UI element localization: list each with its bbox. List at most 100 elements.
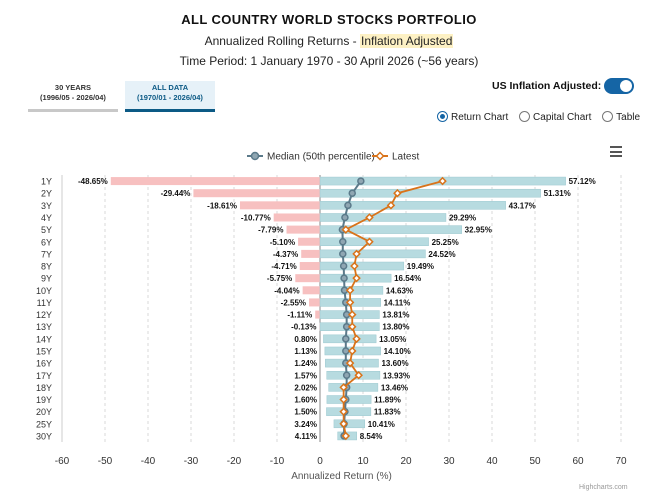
y-tick-label: 18Y <box>36 383 52 393</box>
min-data-label: -4.37% <box>273 250 298 259</box>
median-point <box>341 213 349 222</box>
hamburger-menu-icon[interactable] <box>610 146 622 160</box>
latest-point <box>345 286 355 295</box>
max-data-label: 8.54% <box>360 432 383 441</box>
max-data-label: 29.29% <box>449 213 476 222</box>
positive-bar <box>319 261 405 271</box>
tab-all-data[interactable]: ALL DATA (1970/01 - 2026/04) <box>125 81 215 112</box>
toggle-knob <box>620 80 632 92</box>
median-point <box>342 347 350 355</box>
tab-30-years[interactable]: 30 YEARS (1996/05 - 2026/04) <box>28 81 118 112</box>
latest-point <box>341 225 351 234</box>
positive-bar <box>319 201 506 210</box>
radio-capital-chart[interactable]: Capital Chart <box>519 111 591 123</box>
median-line <box>341 180 362 436</box>
latest-point <box>352 334 361 344</box>
latest-point <box>339 407 348 416</box>
median-point <box>339 238 347 246</box>
latest-point <box>339 419 348 429</box>
max-data-label: 14.63% <box>386 286 413 295</box>
max-data-label: 13.81% <box>382 311 409 320</box>
radio-unselected-icon <box>519 111 531 122</box>
negative-bar <box>239 201 320 210</box>
positive-bar <box>323 334 377 344</box>
min-data-label: -4.04% <box>274 286 299 295</box>
min-data-label: 1.60% <box>294 396 317 405</box>
latest-point <box>438 176 447 186</box>
min-data-label: -0.13% <box>291 323 316 332</box>
chart-title: ALL COUNTRY WORLD STOCKS PORTFOLIO <box>181 12 477 27</box>
x-tick-label: 20 <box>400 456 412 467</box>
y-tick-label: 16Y <box>36 359 52 369</box>
subtitle-prefix: Annualized Rolling Returns - <box>204 34 360 48</box>
y-tick-label: 5Y <box>41 225 52 235</box>
positive-bar <box>319 188 541 198</box>
latest-point <box>365 237 374 247</box>
tab-all-data-label: ALL DATA <box>151 83 189 92</box>
legend-latest-label: Latest <box>392 152 419 163</box>
latest-point <box>341 431 351 441</box>
x-tick-label: 50 <box>529 456 541 467</box>
y-tick-label: 8Y <box>41 262 52 272</box>
max-data-label: 43.17% <box>509 201 536 210</box>
max-data-label: 24.52% <box>428 250 455 259</box>
tab-30-years-range: (1996/05 - 2026/04) <box>40 93 106 102</box>
max-data-label: 13.60% <box>381 359 408 368</box>
y-tick-label: 30Y <box>36 431 52 441</box>
chart-subtitle: Annualized Rolling Returns - Inflation A… <box>0 34 658 48</box>
highcharts-credit[interactable]: Highcharts.com <box>579 484 628 491</box>
negative-bar <box>295 274 320 283</box>
negative-bar <box>302 286 320 295</box>
latest-point <box>339 383 348 392</box>
negative-bar <box>298 237 320 246</box>
legend-latest-marker <box>375 151 385 161</box>
negative-bar <box>309 298 320 307</box>
legend-median-marker <box>250 151 260 161</box>
y-tick-label: 15Y <box>36 346 52 356</box>
min-data-label: 2.02% <box>294 383 317 392</box>
median-point <box>340 274 348 282</box>
positive-bar <box>326 370 381 380</box>
latest-point <box>345 358 355 368</box>
negative-bar <box>319 322 320 331</box>
max-data-label: 13.93% <box>383 371 410 380</box>
positive-bar <box>319 237 429 247</box>
latest-point <box>347 310 357 319</box>
min-data-label: -4.71% <box>271 262 296 271</box>
latest-point <box>393 188 402 198</box>
view-options: Return Chart Capital Chart Table <box>437 111 648 123</box>
y-tick-label: 14Y <box>36 334 52 344</box>
subtitle-highlight: Inflation Adjusted <box>360 34 454 48</box>
y-tick-label: 19Y <box>36 395 52 405</box>
y-tick-label: 25Y <box>36 419 52 429</box>
inflation-toggle[interactable] <box>604 78 634 94</box>
y-tick-label: 7Y <box>41 249 52 259</box>
y-tick-label: 3Y <box>41 201 52 211</box>
max-data-label: 13.80% <box>382 323 409 332</box>
min-data-label: -29.44% <box>161 189 191 198</box>
positive-bar <box>319 249 426 259</box>
latest-point <box>347 322 357 331</box>
y-tick-label: 13Y <box>36 322 52 332</box>
negative-bar <box>273 213 320 222</box>
min-data-label: -2.55% <box>281 298 306 307</box>
max-data-label: 11.83% <box>374 408 401 417</box>
x-tick-label: 10 <box>357 456 369 467</box>
negative-bar <box>299 262 320 271</box>
max-data-label: 14.11% <box>384 298 411 307</box>
median-point <box>357 177 365 185</box>
radio-table[interactable]: Table <box>602 111 640 123</box>
latest-point <box>347 346 357 356</box>
radio-table-label: Table <box>616 112 641 123</box>
min-data-label: 3.24% <box>294 420 317 429</box>
median-point <box>339 262 348 270</box>
radio-unselected-icon <box>602 111 614 122</box>
x-tick-label: -50 <box>98 456 113 467</box>
min-data-label: -10.77% <box>241 213 271 222</box>
negative-bar <box>193 189 320 198</box>
y-tick-label: 9Y <box>41 274 52 284</box>
radio-return-chart[interactable]: Return Chart <box>437 111 508 123</box>
x-tick-label: 40 <box>486 456 498 467</box>
radio-return-chart-label: Return Chart <box>451 112 509 123</box>
